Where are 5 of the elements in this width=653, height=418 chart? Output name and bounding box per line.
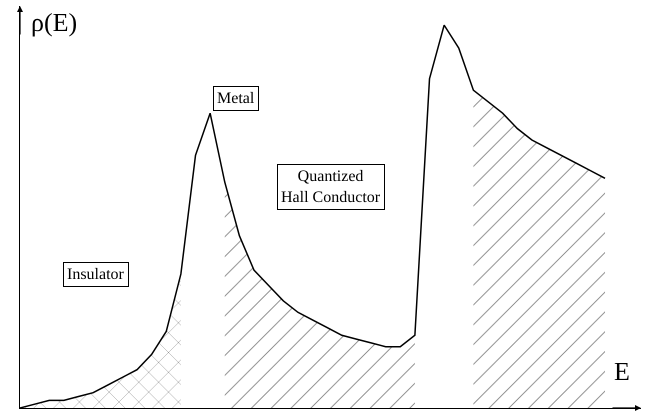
annotation: Insulator (67, 266, 125, 283)
x-axis-title: E (614, 357, 630, 386)
annotation: Metal (217, 90, 255, 107)
y-axis-title: ρ(E) (31, 8, 78, 37)
annotation: Quantized Hall Conductor (281, 168, 381, 206)
